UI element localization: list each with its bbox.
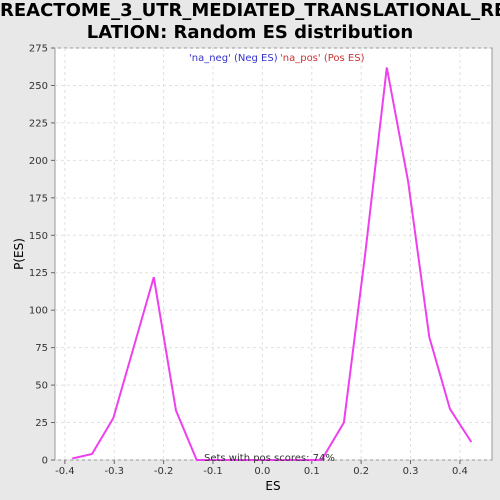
- y-tick-label: 150: [29, 231, 48, 242]
- chart-title-line-1: REACTOME_3_UTR_MEDIATED_TRANSLATIONAL_RE…: [0, 0, 500, 21]
- y-tick-label: 0: [42, 456, 48, 467]
- y-tick-label: 275: [29, 44, 48, 55]
- legend-neg: 'na_neg' (Neg ES): [189, 53, 278, 64]
- x-tick-label: 0.0: [254, 466, 270, 477]
- y-tick-label: 200: [29, 156, 48, 167]
- y-tick-label: 100: [29, 306, 48, 317]
- y-tick-label: 175: [29, 193, 48, 204]
- x-axis-ticks: -0.4 -0.3 -0.2 -0.1 0.0 0.1 0.2 0.3 0.4: [55, 460, 468, 477]
- y-axis-ticks: 0 25 50 75 100 125 150 175 200 225 250 275: [29, 44, 55, 467]
- y-tick-label: 25: [35, 418, 48, 429]
- x-tick-label: -0.2: [154, 466, 174, 477]
- plot-area: [54, 47, 493, 461]
- y-tick-label: 125: [29, 268, 48, 279]
- y-tick-label: 50: [35, 381, 48, 392]
- x-tick-label: -0.4: [55, 466, 75, 477]
- y-tick-label: 225: [29, 118, 48, 129]
- y-tick-label: 250: [29, 81, 48, 92]
- es-distribution-line: [72, 67, 473, 461]
- sets-annotation: Sets with pos scores: 74%: [204, 453, 335, 464]
- x-tick-label: 0.2: [353, 466, 369, 477]
- y-tick-label: 75: [35, 343, 48, 354]
- x-tick-label: 0.1: [304, 466, 320, 477]
- x-tick-label: -0.3: [104, 466, 124, 477]
- x-tick-label: -0.1: [203, 466, 223, 477]
- x-tick-label: 0.3: [403, 466, 419, 477]
- legend-pos: 'na_pos' (Pos ES): [280, 53, 365, 64]
- y-axis-label: P(ES): [12, 238, 26, 270]
- chart-title-line-2: LATION: Random ES distribution: [86, 22, 414, 43]
- x-axis-label: ES: [265, 479, 280, 493]
- chart-title: REACTOME_3_UTR_MEDIATED_TRANSLATIONAL_RE…: [0, 0, 500, 44]
- x-tick-label: 0.4: [452, 466, 468, 477]
